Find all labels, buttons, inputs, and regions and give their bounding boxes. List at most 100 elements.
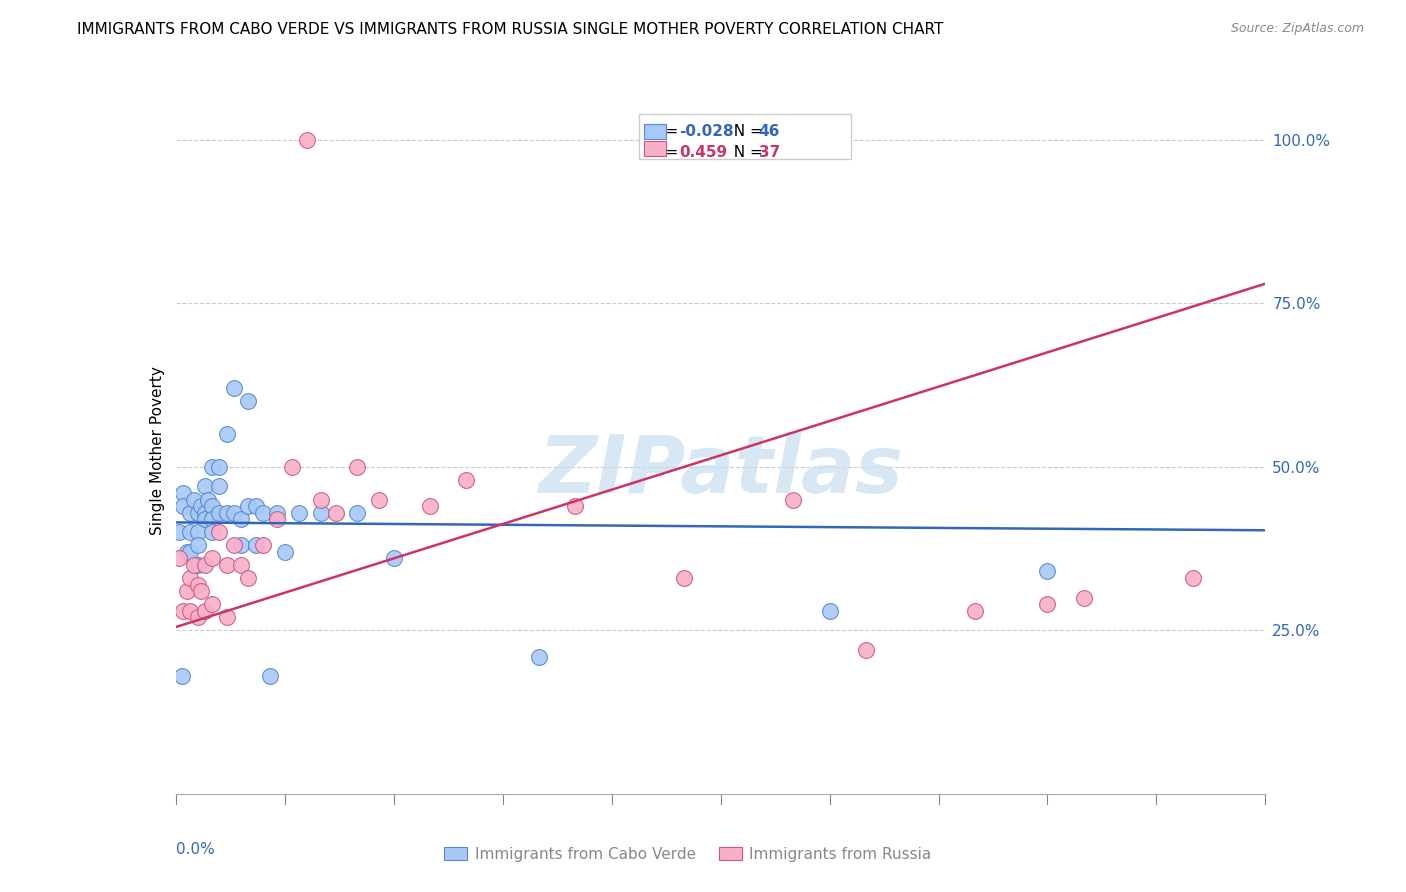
Point: [208, 479, 231, 493]
Point: [309, 506, 332, 520]
Text: R =: R =: [650, 124, 683, 139]
Point: [288, 506, 311, 520]
Point: [201, 551, 224, 566]
Point: [208, 525, 231, 540]
Point: [183, 558, 205, 572]
Point: [194, 479, 217, 493]
Text: N =: N =: [724, 124, 768, 139]
Point: [169, 525, 191, 540]
Point: [215, 427, 238, 442]
Point: [325, 506, 347, 520]
Point: [231, 558, 253, 572]
Point: [186, 538, 209, 552]
Point: [183, 492, 205, 507]
Point: [194, 506, 217, 520]
Point: [231, 512, 253, 526]
Point: [172, 486, 194, 500]
Point: [176, 584, 198, 599]
Point: [346, 506, 368, 520]
Point: [1073, 591, 1095, 605]
Y-axis label: Single Mother Poverty: Single Mother Poverty: [149, 366, 165, 535]
Point: [1036, 597, 1059, 611]
Point: [419, 499, 441, 513]
Point: [179, 571, 201, 585]
Point: [215, 610, 238, 624]
Point: [186, 525, 209, 540]
Point: [346, 459, 368, 474]
Text: R =: R =: [650, 145, 688, 160]
Text: 0.0%: 0.0%: [176, 842, 215, 857]
Point: [266, 506, 288, 520]
Point: [172, 499, 194, 513]
Point: [176, 545, 198, 559]
Point: [238, 394, 260, 409]
Point: [238, 571, 260, 585]
Point: [201, 459, 224, 474]
Text: -0.028: -0.028: [679, 124, 734, 139]
Point: [252, 506, 274, 520]
Point: [208, 459, 231, 474]
Point: [527, 649, 550, 664]
Point: [190, 584, 212, 599]
Point: [170, 669, 193, 683]
Point: [201, 512, 224, 526]
Point: [456, 473, 478, 487]
Point: [179, 604, 201, 618]
FancyBboxPatch shape: [644, 124, 666, 139]
Point: [1181, 571, 1204, 585]
Point: [186, 577, 209, 591]
Point: [186, 558, 209, 572]
Point: [564, 499, 586, 513]
Point: [1036, 565, 1059, 579]
Point: [172, 604, 194, 618]
FancyBboxPatch shape: [644, 141, 666, 156]
Point: [231, 538, 253, 552]
Point: [368, 492, 391, 507]
Point: [208, 506, 231, 520]
Point: [201, 499, 224, 513]
Legend: Immigrants from Cabo Verde, Immigrants from Russia: Immigrants from Cabo Verde, Immigrants f…: [444, 847, 932, 862]
Point: [855, 643, 877, 657]
Point: [215, 558, 238, 572]
Text: Source: ZipAtlas.com: Source: ZipAtlas.com: [1230, 22, 1364, 36]
Text: IMMIGRANTS FROM CABO VERDE VS IMMIGRANTS FROM RUSSIA SINGLE MOTHER POVERTY CORRE: IMMIGRANTS FROM CABO VERDE VS IMMIGRANTS…: [77, 22, 943, 37]
Point: [673, 571, 696, 585]
Text: 37: 37: [759, 145, 780, 160]
Point: [295, 133, 318, 147]
Point: [197, 492, 219, 507]
Text: 46: 46: [759, 124, 780, 139]
Point: [782, 492, 804, 507]
Point: [194, 604, 217, 618]
Point: [382, 551, 405, 566]
Point: [238, 499, 260, 513]
Point: [186, 506, 209, 520]
Point: [222, 381, 245, 395]
Point: [963, 604, 986, 618]
Point: [201, 597, 224, 611]
Point: [201, 525, 224, 540]
Text: N =: N =: [724, 145, 768, 160]
Text: 0.459: 0.459: [679, 145, 727, 160]
Point: [179, 506, 201, 520]
Point: [194, 512, 217, 526]
Point: [259, 669, 281, 683]
Point: [252, 538, 274, 552]
Point: [179, 525, 201, 540]
Point: [222, 506, 245, 520]
Point: [309, 492, 332, 507]
Point: [281, 459, 304, 474]
Point: [215, 506, 238, 520]
Point: [179, 545, 201, 559]
Point: [194, 558, 217, 572]
Point: [190, 499, 212, 513]
Text: ZIPatlas: ZIPatlas: [538, 432, 903, 510]
Point: [266, 512, 288, 526]
Point: [245, 499, 267, 513]
Point: [186, 610, 209, 624]
Point: [222, 538, 245, 552]
Point: [169, 551, 191, 566]
Point: [274, 545, 297, 559]
Point: [245, 538, 267, 552]
Point: [818, 604, 841, 618]
FancyBboxPatch shape: [638, 114, 852, 159]
